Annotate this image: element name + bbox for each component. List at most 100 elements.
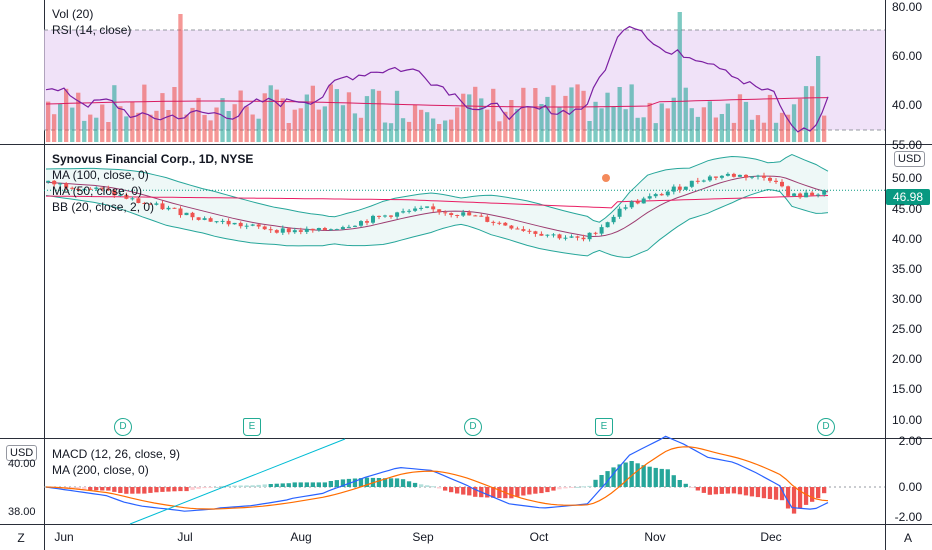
volume-bar bbox=[214, 107, 219, 142]
volume-bar bbox=[148, 114, 153, 142]
candle-body bbox=[677, 186, 682, 190]
macd-histogram-bar bbox=[88, 487, 93, 491]
macd-histogram-bar bbox=[713, 487, 718, 495]
macd-histogram-bar bbox=[719, 487, 724, 494]
macd-histogram-bar bbox=[154, 487, 159, 493]
volume-bar bbox=[791, 104, 797, 142]
pane-divider-top[interactable] bbox=[0, 144, 932, 145]
pane-divider-bottom[interactable] bbox=[0, 438, 932, 439]
volume-bar bbox=[575, 84, 580, 142]
candle-body bbox=[46, 180, 51, 183]
macd-histogram-bar bbox=[328, 481, 333, 487]
macd-histogram-bar bbox=[545, 487, 550, 493]
candle-body bbox=[551, 234, 556, 236]
candle-body bbox=[304, 228, 309, 232]
macd-histogram-bar bbox=[106, 487, 111, 491]
macd-histogram-bar bbox=[593, 479, 598, 487]
volume-bar bbox=[473, 86, 478, 142]
volume-bar bbox=[328, 84, 333, 142]
volume-bar bbox=[816, 56, 821, 142]
timezone-button[interactable]: Z bbox=[17, 531, 25, 545]
candle-body bbox=[359, 221, 363, 226]
candle-body bbox=[413, 208, 418, 211]
candle-body bbox=[389, 215, 393, 217]
volume-bar bbox=[190, 107, 195, 142]
volume-bar bbox=[761, 122, 767, 142]
volume-bar bbox=[106, 122, 111, 142]
legend-bb[interactable]: BB (20, close, 2, 0) bbox=[52, 200, 155, 214]
legend-volume[interactable]: Vol (20) bbox=[52, 7, 94, 21]
earnings-event-icon[interactable]: E bbox=[595, 418, 613, 436]
volume-bar bbox=[569, 87, 574, 142]
volume-bar bbox=[581, 90, 586, 142]
volume-bar bbox=[767, 94, 773, 142]
auto-scale-button[interactable]: A bbox=[903, 531, 912, 545]
volume-bar bbox=[803, 86, 809, 142]
volume-bar bbox=[256, 118, 261, 142]
volume-bar bbox=[244, 106, 249, 142]
macd-histogram-bar bbox=[521, 487, 526, 496]
volume-bar bbox=[196, 97, 201, 142]
price-axis-label: 50.00 bbox=[891, 171, 922, 185]
candle-body bbox=[527, 230, 532, 232]
candle-body bbox=[142, 203, 147, 204]
volume-bar bbox=[677, 12, 682, 142]
time-axis-label: Jul bbox=[177, 530, 193, 544]
candle-body bbox=[461, 212, 466, 216]
volume-bar bbox=[208, 120, 213, 142]
candle-body bbox=[407, 210, 412, 212]
legend-ma100[interactable]: MA (100, close, 0) bbox=[52, 168, 149, 182]
macd-histogram-bar bbox=[683, 483, 688, 487]
candle-body bbox=[810, 192, 815, 196]
rsi-line bbox=[45, 25, 829, 133]
dividend-event-icon[interactable]: D bbox=[114, 418, 132, 436]
legend-rsi[interactable]: RSI (14, close) bbox=[52, 23, 132, 37]
macd-histogram-bar bbox=[214, 487, 219, 488]
candle-body bbox=[425, 206, 430, 208]
macd-histogram-bar bbox=[274, 483, 279, 487]
volume-bar bbox=[358, 117, 364, 142]
volume-bar bbox=[701, 107, 706, 142]
candle-body bbox=[76, 188, 81, 190]
macd-histogram-bar bbox=[539, 487, 544, 494]
candle-body bbox=[659, 194, 664, 196]
macd-histogram-bar bbox=[334, 480, 339, 487]
legend-symbol[interactable]: Synovus Financial Corp., 1D, NYSE bbox=[52, 152, 254, 166]
legend-ma200[interactable]: MA (200, close, 0) bbox=[52, 463, 149, 477]
macd-histogram-bar bbox=[569, 487, 574, 488]
earnings-event-icon[interactable]: E bbox=[243, 418, 261, 436]
candle-body bbox=[479, 215, 484, 217]
ma100-line bbox=[46, 195, 829, 209]
price-axis-label: 20.00 bbox=[891, 352, 922, 366]
candle-body bbox=[64, 183, 69, 188]
candle-body bbox=[262, 226, 267, 230]
candle-body bbox=[316, 228, 321, 231]
macd-histogram-bar bbox=[142, 487, 147, 494]
volume-bar bbox=[280, 98, 285, 142]
candle-body bbox=[365, 221, 369, 223]
candle-body bbox=[178, 208, 183, 216]
left-currency-badge[interactable]: USD bbox=[6, 445, 38, 461]
macd-histogram-bar bbox=[491, 487, 496, 498]
candle-body bbox=[647, 196, 652, 199]
dividend-event-icon[interactable]: D bbox=[817, 418, 835, 436]
volume-bar bbox=[689, 108, 694, 142]
macd-histogram-bar bbox=[647, 466, 652, 487]
volume-bar bbox=[785, 114, 791, 142]
volume-bar bbox=[232, 104, 237, 142]
candle-body bbox=[780, 181, 784, 187]
legend-macd[interactable]: MACD (12, 26, close, 9) bbox=[52, 447, 181, 461]
volume-bar bbox=[629, 84, 634, 142]
macd-histogram-bar bbox=[749, 487, 755, 497]
macd-histogram-bar bbox=[412, 482, 418, 487]
legend-ma50[interactable]: MA (50, close, 0) bbox=[52, 184, 143, 198]
candle-body bbox=[214, 221, 219, 223]
volume-bar bbox=[172, 87, 177, 142]
macd-histogram-bar bbox=[671, 475, 676, 487]
volume-bar bbox=[431, 118, 436, 142]
macd-histogram-bar bbox=[196, 487, 201, 489]
currency-badge[interactable]: USD bbox=[894, 151, 926, 167]
dividend-event-icon[interactable]: D bbox=[464, 418, 482, 436]
macd-histogram-bar bbox=[388, 478, 394, 487]
